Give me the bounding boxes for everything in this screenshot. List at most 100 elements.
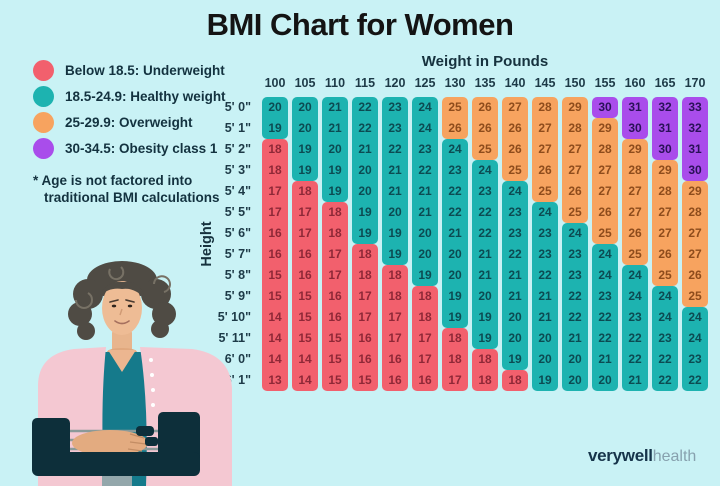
weight-headers: 100 105 110 115 120 125 130 135 140 145 150 155 160 1… — [262, 76, 712, 90]
age-note: * Age is not factored into traditional B… — [33, 172, 220, 206]
bmi-cell: 24 — [652, 286, 678, 307]
bmi-cell: 20 — [262, 97, 288, 118]
weight-header: 140 — [504, 76, 526, 90]
bmi-cell: 19 — [352, 223, 378, 244]
weight-header: 150 — [564, 76, 586, 90]
bmi-cell: 19 — [442, 286, 468, 307]
bmi-cell: 18 — [262, 139, 288, 160]
bmi-cell: 14 — [292, 370, 318, 391]
bmi-cell: 17 — [292, 202, 318, 223]
bmi-cell: 18 — [262, 160, 288, 181]
legend-label: 25-29.9: Overweight — [65, 114, 193, 130]
bmi-cell: 15 — [322, 328, 348, 349]
legend-item-healthy: 18.5-24.9: Healthy weight — [33, 83, 226, 109]
weight-column: 33 32 31 30 29 28 27 27 26 25 24 24 23 22 — [682, 97, 708, 391]
bmi-cell: 23 — [682, 349, 708, 370]
bmi-cell: 15 — [292, 286, 318, 307]
height-label: 5' 11" — [218, 331, 251, 345]
bmi-cell: 31 — [622, 97, 648, 118]
bmi-cell: 22 — [562, 286, 588, 307]
age-note-line1: * Age is not factored into — [33, 173, 193, 188]
weight-column: 22 22 21 20 20 19 19 18 18 17 17 16 16 15 — [352, 97, 378, 391]
bmi-grid: 20 19 18 18 17 17 16 16 15 15 14 14 14 13 20 20 19 19 18 17… — [262, 97, 712, 391]
bmi-cell: 22 — [592, 328, 618, 349]
bmi-cell: 20 — [562, 349, 588, 370]
bmi-cell: 27 — [592, 160, 618, 181]
bmi-cell: 20 — [472, 286, 498, 307]
bmi-cell: 26 — [532, 160, 558, 181]
bmi-cell: 29 — [682, 181, 708, 202]
bmi-cell: 21 — [592, 349, 618, 370]
bmi-cell: 25 — [472, 139, 498, 160]
bmi-cell: 28 — [532, 97, 558, 118]
bmi-cell: 22 — [502, 244, 528, 265]
weight-header: 105 — [294, 76, 316, 90]
bmi-cell: 23 — [502, 223, 528, 244]
bmi-cell: 19 — [352, 202, 378, 223]
bmi-cell: 24 — [622, 286, 648, 307]
bmi-cell: 19 — [292, 160, 318, 181]
bmi-cell: 20 — [292, 118, 318, 139]
bmi-cell: 27 — [652, 223, 678, 244]
bmi-cell: 26 — [592, 202, 618, 223]
weight-column: 20 20 19 19 18 17 17 16 16 15 15 15 14 14 — [292, 97, 318, 391]
bmi-cell: 20 — [442, 244, 468, 265]
overweight-color-dot-icon — [33, 111, 54, 133]
height-label: 5' 9" — [224, 289, 251, 303]
bmi-cell: 14 — [292, 349, 318, 370]
bmi-cell: 19 — [412, 265, 438, 286]
legend-label: 18.5-24.9: Healthy weight — [65, 88, 226, 104]
bmi-cell: 22 — [472, 202, 498, 223]
weight-column: 28 27 27 26 25 24 23 23 22 21 21 20 20 19 — [532, 97, 558, 391]
bmi-cell: 26 — [562, 181, 588, 202]
obesity1-color-dot-icon — [33, 137, 54, 159]
bmi-cell: 16 — [292, 244, 318, 265]
bmi-cell: 23 — [592, 286, 618, 307]
bmi-cell: 24 — [412, 118, 438, 139]
height-label: 6' 0" — [224, 352, 251, 366]
bmi-cell: 19 — [532, 370, 558, 391]
bmi-cell: 19 — [382, 223, 408, 244]
bmi-cell: 29 — [592, 118, 618, 139]
weight-column: 32 31 30 29 28 27 27 26 25 24 24 23 22 22 — [652, 97, 678, 391]
bmi-cell: 15 — [322, 349, 348, 370]
bmi-cell: 15 — [322, 370, 348, 391]
bmi-cell: 20 — [322, 139, 348, 160]
bmi-cell: 17 — [352, 286, 378, 307]
bmi-cell: 16 — [292, 265, 318, 286]
weight-axis-label: Weight in Pounds — [421, 53, 549, 70]
brand-logo-verywell: verywell — [588, 446, 653, 465]
bmi-cell: 27 — [622, 181, 648, 202]
bmi-cell: 24 — [592, 244, 618, 265]
bmi-cell: 28 — [652, 181, 678, 202]
weight-column: 24 24 23 22 21 21 20 20 19 18 18 17 17 16 — [412, 97, 438, 391]
bmi-cell: 24 — [532, 202, 558, 223]
brand-logo: verywellhealth — [588, 446, 696, 466]
bmi-cell: 20 — [352, 181, 378, 202]
weight-column: 23 23 22 21 21 20 19 19 18 18 17 17 16 16 — [382, 97, 408, 391]
bmi-cell: 17 — [262, 202, 288, 223]
bmi-cell: 19 — [292, 139, 318, 160]
bmi-cell: 18 — [322, 202, 348, 223]
bmi-cell: 27 — [622, 202, 648, 223]
bmi-cell: 21 — [622, 370, 648, 391]
bmi-cell: 18 — [472, 370, 498, 391]
weight-column: 29 28 27 27 26 25 24 23 23 22 22 21 20 20 — [562, 97, 588, 391]
bmi-cell: 26 — [682, 265, 708, 286]
bmi-cell: 17 — [412, 328, 438, 349]
bmi-cell: 18 — [412, 307, 438, 328]
bmi-cell: 23 — [502, 202, 528, 223]
bmi-cell: 19 — [502, 349, 528, 370]
bmi-cell: 14 — [262, 349, 288, 370]
bmi-cell: 24 — [472, 160, 498, 181]
bmi-cell: 25 — [622, 244, 648, 265]
bmi-cell: 18 — [442, 349, 468, 370]
bmi-cell: 19 — [262, 118, 288, 139]
bmi-cell: 16 — [382, 349, 408, 370]
bmi-cell: 17 — [382, 307, 408, 328]
bmi-cell: 24 — [652, 307, 678, 328]
bmi-cell: 21 — [502, 286, 528, 307]
bmi-cell: 30 — [592, 97, 618, 118]
bmi-cell: 25 — [592, 223, 618, 244]
